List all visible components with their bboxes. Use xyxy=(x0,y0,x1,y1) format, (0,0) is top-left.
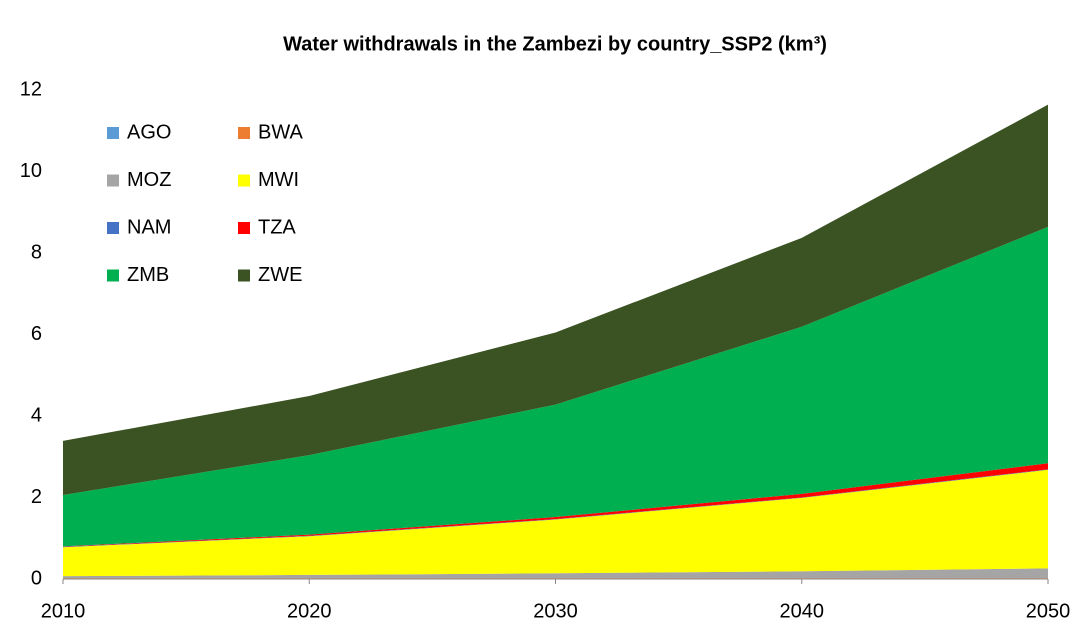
y-tick-label: 8 xyxy=(31,241,42,263)
y-tick-label: 0 xyxy=(31,567,42,589)
chart-title: Water withdrawals in the Zambezi by coun… xyxy=(283,33,827,55)
legend-label: ZWE xyxy=(258,264,302,286)
y-tick-label: 10 xyxy=(20,160,42,182)
x-tick-label: 2020 xyxy=(287,600,332,622)
y-tick-label: 4 xyxy=(31,404,42,426)
legend-label: ZMB xyxy=(127,264,169,286)
legend-swatch xyxy=(107,222,119,234)
legend-label: NAM xyxy=(127,216,171,238)
legend-label: AGO xyxy=(127,121,171,143)
area xyxy=(63,469,1048,577)
legend-label: MOZ xyxy=(127,169,171,191)
y-tick-label: 6 xyxy=(31,323,42,345)
legend-swatch xyxy=(107,174,119,187)
x-tick-label: 2030 xyxy=(533,600,578,622)
legend-label: BWA xyxy=(258,121,303,143)
legend-swatch xyxy=(238,127,250,139)
legend-label: TZA xyxy=(258,216,296,238)
y-tick-label: 2 xyxy=(31,486,42,508)
area xyxy=(63,104,1048,496)
x-tick-label: 2040 xyxy=(780,600,825,622)
legend-swatch xyxy=(107,127,119,139)
area xyxy=(63,568,1048,579)
legend-swatch xyxy=(238,269,250,282)
legend-swatch xyxy=(238,174,250,187)
legend-swatch xyxy=(238,222,250,234)
x-tick-label: 2050 xyxy=(1026,600,1071,622)
y-tick-label: 12 xyxy=(20,78,42,100)
legend-label: MWI xyxy=(258,169,299,191)
area xyxy=(63,226,1048,547)
x-tick-label: 2010 xyxy=(41,600,86,622)
legend-swatch xyxy=(107,269,119,282)
